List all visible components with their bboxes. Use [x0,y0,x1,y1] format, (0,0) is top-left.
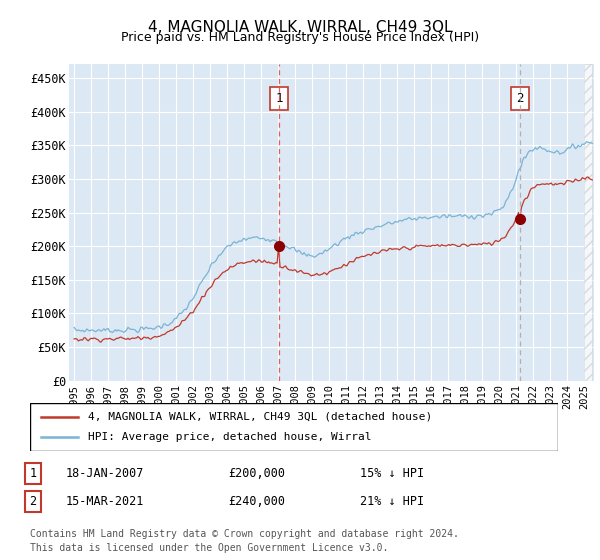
Text: £200,000: £200,000 [228,466,285,480]
Text: 15% ↓ HPI: 15% ↓ HPI [360,466,424,480]
Text: 18-JAN-2007: 18-JAN-2007 [66,466,145,480]
Text: Contains HM Land Registry data © Crown copyright and database right 2024.
This d: Contains HM Land Registry data © Crown c… [30,529,459,553]
Text: 15-MAR-2021: 15-MAR-2021 [66,494,145,508]
Text: 1: 1 [29,466,37,480]
Text: £240,000: £240,000 [228,494,285,508]
Text: 4, MAGNOLIA WALK, WIRRAL, CH49 3QL: 4, MAGNOLIA WALK, WIRRAL, CH49 3QL [148,20,452,35]
Text: 2: 2 [517,91,524,105]
Text: 2: 2 [29,494,37,508]
Polygon shape [584,64,592,381]
Text: HPI: Average price, detached house, Wirral: HPI: Average price, detached house, Wirr… [88,432,371,442]
Text: Price paid vs. HM Land Registry's House Price Index (HPI): Price paid vs. HM Land Registry's House … [121,31,479,44]
FancyBboxPatch shape [30,403,558,451]
Text: 21% ↓ HPI: 21% ↓ HPI [360,494,424,508]
Text: 1: 1 [275,91,283,105]
Text: 4, MAGNOLIA WALK, WIRRAL, CH49 3QL (detached house): 4, MAGNOLIA WALK, WIRRAL, CH49 3QL (deta… [88,412,433,422]
